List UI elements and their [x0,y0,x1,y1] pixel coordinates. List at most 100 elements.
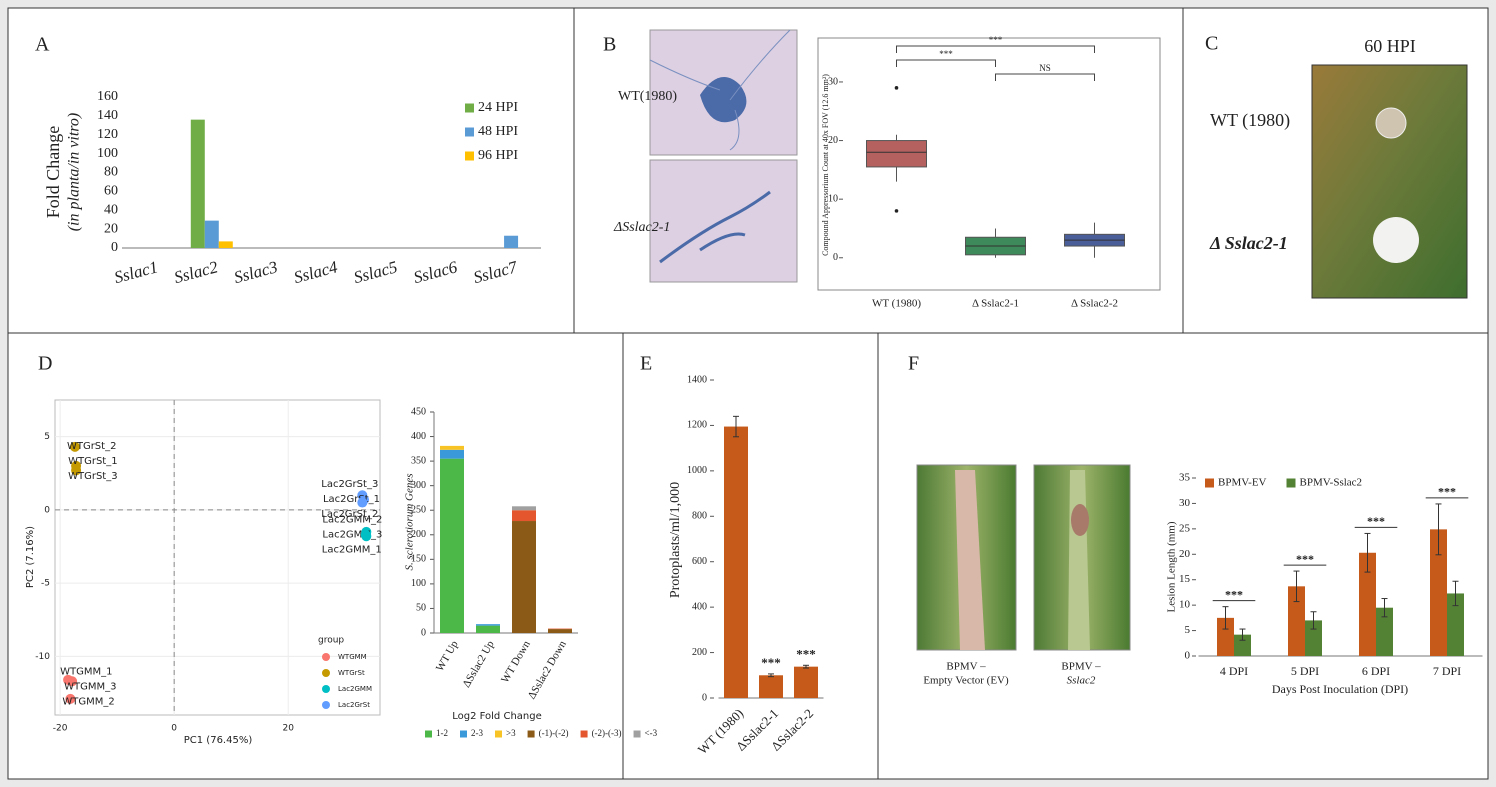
point-label: WTGMM_1 [60,667,112,678]
y-tick-label: 0 [1185,650,1191,662]
legend-title: Log2 Fold Change [452,711,542,722]
legend-label: >3 [506,728,516,738]
y-tick-label: 30 [828,76,838,87]
bar [1234,634,1251,656]
y-tick-label: 60 [104,184,118,199]
legend-swatch [465,103,474,113]
bar [476,624,500,626]
bar [504,235,519,248]
photo-caption: BPMV – [946,661,986,673]
bar [794,666,818,698]
photo-caption: Sslac2 [1067,675,1096,687]
point-label: Lac2GrSt_2 [321,509,378,520]
y-tick-label: 5 [1185,624,1191,636]
legend-swatch [322,701,330,709]
bar [724,426,748,698]
x-axis-label: Days Post Inoculation (DPI) [1272,682,1408,696]
outlier [894,86,899,90]
y-tick-label: 0 [44,505,50,515]
panel-label: D [38,353,52,375]
x-axis-label: PC1 (76.45%) [184,735,253,746]
point [67,676,78,687]
panel-label: B [603,34,616,56]
y-axis-label: S. sclerotiorum Genes [404,473,416,570]
legend-label: WTGMM [338,653,367,661]
y-tick-label: 20 [1179,548,1191,560]
bracket-label: *** [989,35,1003,45]
y-tick-label: 0 [833,252,838,263]
y-tick-label: 35 [1179,472,1191,484]
legend-label: 96 HPI [478,148,518,163]
y-tick-label: 25 [1179,522,1191,534]
y-axis-label: Lesion Length (mm) [1166,521,1178,612]
significance: *** [796,646,816,661]
y-tick-label: 250 [411,505,426,516]
legend-swatch [465,151,474,161]
y-tick-label: -10 [35,652,50,662]
point [360,529,371,540]
y-tick-label: 120 [97,127,118,142]
x-tick-label: 7 DPI [1433,664,1461,678]
panel-label: C [1205,33,1218,55]
y-tick-label: 0 [421,627,426,638]
photo-caption: Empty Vector (EV) [923,675,1009,687]
y-tick-label: 100 [411,578,426,589]
x-tick-label: 5 DPI [1291,664,1319,678]
photo-title: 60 HPI [1364,36,1416,56]
y-tick-label: 200 [692,647,707,658]
bracket [995,73,1095,81]
y-tick-label: 50 [416,603,426,614]
bar [512,510,536,522]
bar [476,625,500,633]
y-tick-label: 1400 [687,374,707,385]
legend-label: 24 HPI [478,100,518,115]
point [65,693,76,704]
photo-label: Δ Sslac2-1 [1209,233,1288,253]
bar [204,220,219,248]
panel-label: A [35,34,50,56]
box [866,140,927,168]
bar [1359,552,1376,656]
bar [1217,617,1234,656]
panel-label: F [908,353,919,375]
x-tick-label: 20 [282,724,294,734]
y-tick-label: 0 [702,692,707,703]
legend-label: BPMV-EV [1218,477,1267,489]
y-tick-label: 30 [1179,497,1191,509]
y-tick-label: 350 [411,455,426,466]
legend-swatch [460,730,467,738]
legend-swatch [495,730,502,738]
micrograph [649,29,798,283]
point-label: Lac2GrSt_3 [321,479,378,490]
point [71,465,82,476]
y-tick-label: 160 [97,89,118,104]
legend-swatch [527,730,535,738]
x-tick-label: 6 DPI [1362,664,1390,678]
bar [759,675,783,698]
point [357,497,368,508]
significance: *** [1225,587,1243,601]
bar [1305,620,1322,656]
bar [512,506,536,511]
bar [1430,529,1447,656]
y-tick-label: 600 [692,556,707,567]
y-axis-label: Protoplasts/ml/1,000 [668,482,683,598]
point-label: WTGMM_2 [62,697,114,708]
point-label: WTGrSt_3 [68,471,118,482]
bar [440,458,464,633]
significance: *** [1296,552,1314,566]
bar [218,241,233,248]
image-label: WT(1980) [618,89,677,104]
y-tick-label: 5 [44,432,50,442]
point-label: Lac2GMM_1 [322,544,382,555]
y-tick-label: 10 [828,193,838,204]
outlier [894,209,899,213]
legend-swatch [465,127,474,137]
y-axis-label: Compound Appressorium Count at 40x FOV (… [821,74,830,256]
y-tick-label: 20 [828,135,838,146]
point-label: Lac2GMM_3 [322,529,382,540]
legend-swatch [322,685,330,693]
bar [190,119,205,249]
